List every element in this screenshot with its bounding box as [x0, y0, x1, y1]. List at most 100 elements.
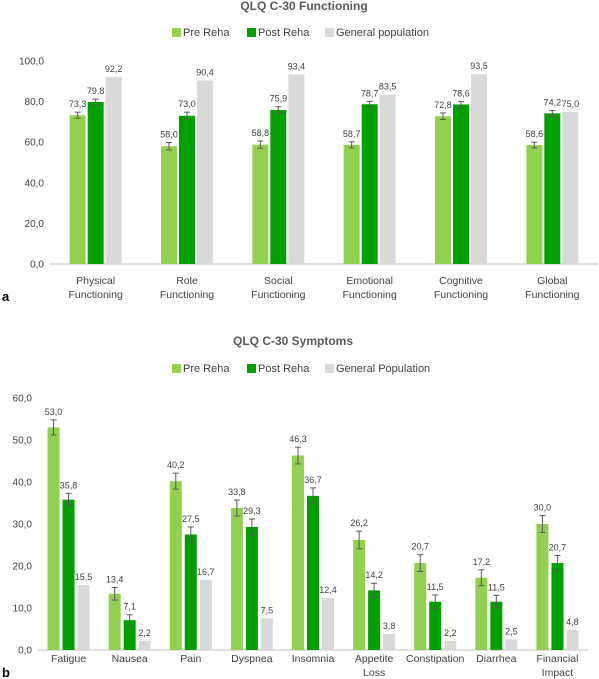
x-tick-label-line: Appetite	[355, 653, 394, 665]
data-label: 92,2	[105, 64, 123, 74]
x-tick-label: Role Functioning	[160, 275, 214, 301]
data-label: 93,4	[288, 61, 306, 71]
bar-pre	[343, 144, 360, 264]
legend-swatch-general	[325, 364, 334, 373]
y-tick-label: 40,0	[25, 178, 45, 189]
bar-general	[138, 640, 151, 650]
bar-general	[505, 639, 518, 650]
data-label: 4,8	[566, 617, 579, 627]
legend-label-general: General population	[336, 27, 429, 39]
y-tick-label: 100,0	[19, 57, 44, 68]
y-tick-label: 20,0	[25, 219, 45, 230]
x-tick-label: Cognitive Functioning	[434, 275, 488, 301]
data-label: 58,6	[526, 129, 544, 139]
bar-pre	[69, 115, 86, 265]
bar-pre	[47, 427, 60, 650]
bar-general	[383, 634, 396, 650]
x-tick-label-line: Impact	[542, 667, 574, 679]
x-tick-label: Pain	[180, 653, 201, 665]
x-tick-label-line: Physical	[76, 275, 115, 287]
x-tick-label-line: Pain	[180, 653, 201, 665]
legend-swatch-pre	[172, 364, 181, 373]
data-label: 53,0	[45, 407, 63, 417]
x-tick-label-line: Cognitive	[439, 275, 483, 287]
x-tick-label-line: Emotional	[346, 275, 393, 287]
x-tick-label-line: Functioning	[160, 289, 214, 301]
legend-label-pre: Pre Reha	[183, 363, 230, 375]
data-label: 40,2	[167, 460, 185, 470]
chart-title: QLQ C-30 Functioning	[240, 0, 367, 13]
bar-pre	[252, 144, 269, 264]
data-label: 58,0	[160, 130, 178, 140]
legend-label-post: Post Reha	[258, 363, 310, 375]
bar-pre	[536, 524, 549, 650]
legend-label-post: Post Reha	[258, 27, 310, 39]
bar-post	[361, 104, 378, 264]
bar-post	[453, 104, 469, 264]
bar-pre	[353, 539, 366, 650]
x-tick-label: Nausea	[112, 653, 148, 665]
bar-pre	[475, 577, 488, 650]
data-label: 90,4	[196, 67, 214, 77]
data-label: 7,5	[261, 606, 274, 616]
data-label: 58,7	[343, 129, 361, 139]
bar-post	[184, 534, 197, 650]
bar-pre	[108, 593, 121, 650]
x-tick-label: Physical Functioning	[69, 275, 123, 301]
x-tick-label-line: Functioning	[525, 289, 579, 301]
bar-pre	[161, 146, 177, 264]
legend-label-pre: Pre Reha	[183, 27, 230, 39]
panel-label: b	[2, 665, 10, 679]
data-label: 7,1	[123, 602, 136, 612]
data-label: 30,0	[534, 503, 552, 513]
data-label: 11,5	[427, 582, 444, 592]
x-tick-label-line: Nausea	[112, 653, 148, 665]
x-tick-label-line: Diarrhea	[476, 653, 516, 665]
x-tick-label-line: Functioning	[343, 289, 397, 301]
x-tick-label-line: Global	[537, 275, 567, 287]
legend-swatch-pre	[172, 28, 181, 37]
data-label: 14,2	[365, 570, 383, 580]
y-tick-label: 50,0	[13, 436, 33, 447]
bar-post	[551, 563, 564, 650]
bar-post	[490, 601, 503, 650]
bar-general	[322, 597, 334, 650]
bar-general	[199, 579, 212, 650]
y-tick-label: 0,0	[18, 646, 32, 657]
chart-title: QLQ C-30 Symptoms	[233, 334, 353, 348]
data-label: 15,5	[75, 572, 93, 582]
x-tick-label: Financial Impact	[536, 653, 578, 679]
x-tick-label: Global Functioning	[525, 275, 579, 301]
x-tick-label: Constipation	[406, 653, 465, 665]
data-label: 2,5	[505, 627, 518, 637]
x-tick-label: Insomnia	[292, 653, 335, 665]
bar-post	[123, 620, 136, 650]
y-tick-label: 60,0	[13, 394, 33, 405]
bar-general	[566, 629, 579, 650]
data-label: 74,2	[544, 98, 562, 108]
data-label: 79,8	[87, 86, 105, 96]
x-tick-label-line: Constipation	[406, 653, 465, 665]
data-label: 93,5	[470, 61, 488, 71]
data-label: 17,2	[473, 557, 491, 567]
bar-post	[544, 113, 561, 265]
bar-post	[62, 499, 75, 650]
x-tick-label-line: Functioning	[434, 289, 488, 301]
data-label: 29,3	[243, 506, 261, 516]
data-label: 13,4	[106, 574, 124, 584]
bar-general	[379, 94, 396, 265]
data-label: 83,5	[379, 81, 397, 91]
x-tick-label: Social Functioning	[251, 275, 305, 301]
data-label: 3,8	[383, 621, 396, 631]
data-label: 2,2	[138, 628, 151, 638]
bar-post	[270, 109, 287, 264]
bar-post	[245, 526, 258, 650]
bar-post	[307, 495, 319, 650]
data-label: 72,8	[434, 100, 452, 110]
bar-pre	[230, 508, 243, 650]
x-tick-label: Appetite Loss	[355, 653, 394, 679]
bar-pre	[414, 563, 427, 650]
bar-post	[179, 115, 195, 264]
legend-swatch-post	[247, 364, 256, 373]
y-tick-label: 10,0	[13, 604, 33, 615]
